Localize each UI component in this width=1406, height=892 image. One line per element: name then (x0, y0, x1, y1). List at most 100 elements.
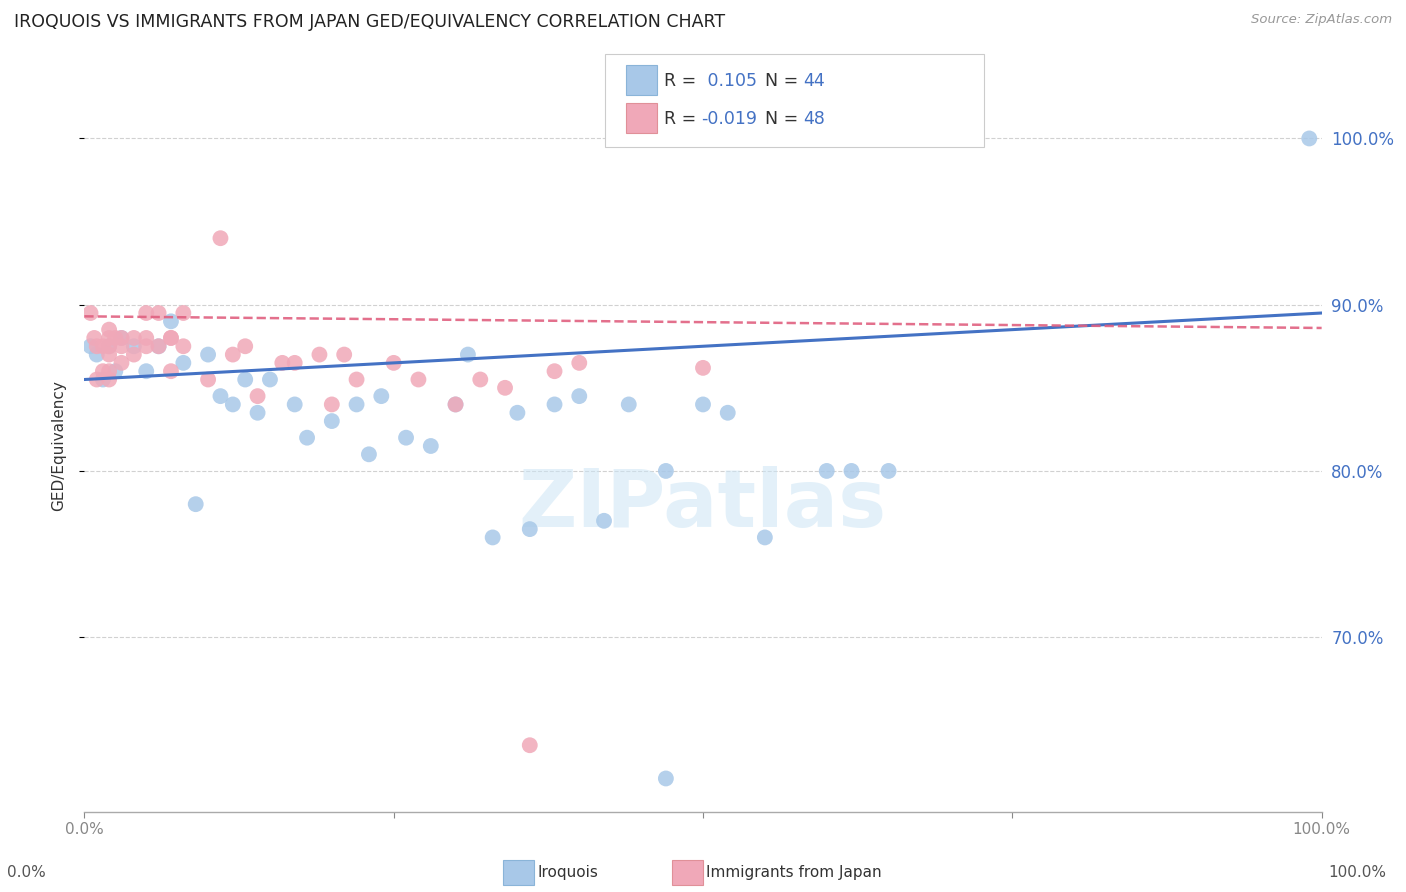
Point (98, 364, 121, 378)
Point (104, 331, 127, 345)
Point (98, 347, 121, 362)
Point (395, 431, 418, 445)
Point (91, 339, 114, 353)
Point (568, 356, 591, 370)
Text: N =: N = (765, 72, 804, 90)
Point (86, 347, 108, 362)
Point (308, 347, 330, 362)
Point (160, 314, 183, 328)
Text: 0.105: 0.105 (702, 72, 756, 90)
Point (246, 389, 269, 403)
Point (444, 397, 467, 411)
Point (233, 372, 256, 386)
Point (184, 497, 207, 511)
Point (259, 372, 281, 386)
Point (172, 306, 194, 320)
Point (841, 464, 863, 478)
Point (1298, 131, 1320, 145)
Point (122, 331, 145, 345)
Text: -0.019: -0.019 (702, 110, 758, 128)
Point (877, 464, 900, 478)
Point (98, 331, 121, 345)
Point (98, 339, 121, 353)
Point (655, 464, 678, 478)
Point (197, 372, 219, 386)
Point (160, 364, 183, 378)
Text: Source: ZipAtlas.com: Source: ZipAtlas.com (1251, 13, 1392, 27)
Point (110, 331, 132, 345)
Text: 0.0%: 0.0% (7, 865, 46, 880)
Point (246, 406, 269, 420)
Point (104, 364, 127, 378)
Point (91, 364, 114, 378)
Point (148, 339, 170, 353)
Point (135, 364, 157, 378)
Text: 100.0%: 100.0% (1329, 865, 1386, 880)
Point (346, 397, 368, 411)
Point (197, 347, 219, 362)
Point (506, 406, 529, 420)
Text: IROQUOIS VS IMMIGRANTS FROM JAPAN GED/EQUIVALENCY CORRELATION CHART: IROQUOIS VS IMMIGRANTS FROM JAPAN GED/EQ… (14, 13, 725, 31)
Point (86, 339, 108, 353)
Point (83, 331, 105, 345)
Point (233, 339, 256, 353)
Point (209, 231, 232, 245)
Point (110, 356, 132, 370)
Point (593, 514, 616, 528)
Point (481, 530, 503, 544)
Point (346, 372, 368, 386)
Point (135, 331, 157, 345)
Point (110, 331, 132, 345)
Point (110, 339, 132, 353)
Point (470, 372, 492, 386)
Point (284, 397, 307, 411)
Point (692, 397, 714, 411)
Point (148, 306, 170, 320)
Point (543, 364, 565, 378)
Point (543, 397, 565, 411)
Point (222, 347, 245, 362)
Point (815, 464, 838, 478)
Point (494, 381, 516, 395)
Point (357, 447, 380, 461)
Point (419, 439, 441, 453)
Text: Immigrants from Japan: Immigrants from Japan (706, 865, 882, 880)
Point (333, 347, 356, 362)
Point (717, 406, 740, 420)
Point (321, 397, 343, 411)
Point (222, 397, 245, 411)
Point (122, 339, 145, 353)
Point (457, 347, 479, 362)
Point (408, 372, 430, 386)
Point (98, 339, 121, 353)
Point (655, 772, 678, 786)
Point (98, 323, 121, 337)
Point (79, 339, 101, 353)
Text: 44: 44 (803, 72, 824, 90)
Text: Iroquois: Iroquois (537, 865, 598, 880)
Point (519, 738, 541, 752)
Point (91, 372, 114, 386)
Point (568, 389, 591, 403)
Point (382, 356, 405, 370)
Point (160, 331, 183, 345)
Text: ZIPatlas: ZIPatlas (519, 466, 887, 543)
Point (284, 356, 307, 370)
Point (98, 372, 121, 386)
Point (321, 414, 343, 428)
Point (135, 339, 157, 353)
Point (692, 360, 714, 375)
Point (370, 389, 392, 403)
Point (86, 372, 108, 386)
Point (444, 397, 467, 411)
Point (209, 389, 232, 403)
Point (160, 331, 183, 345)
Point (172, 356, 194, 370)
Text: R =: R = (664, 110, 702, 128)
Point (271, 356, 294, 370)
Y-axis label: GED/Equivalency: GED/Equivalency (51, 381, 66, 511)
Point (148, 339, 170, 353)
Point (79, 306, 101, 320)
Point (122, 347, 145, 362)
Point (172, 339, 194, 353)
